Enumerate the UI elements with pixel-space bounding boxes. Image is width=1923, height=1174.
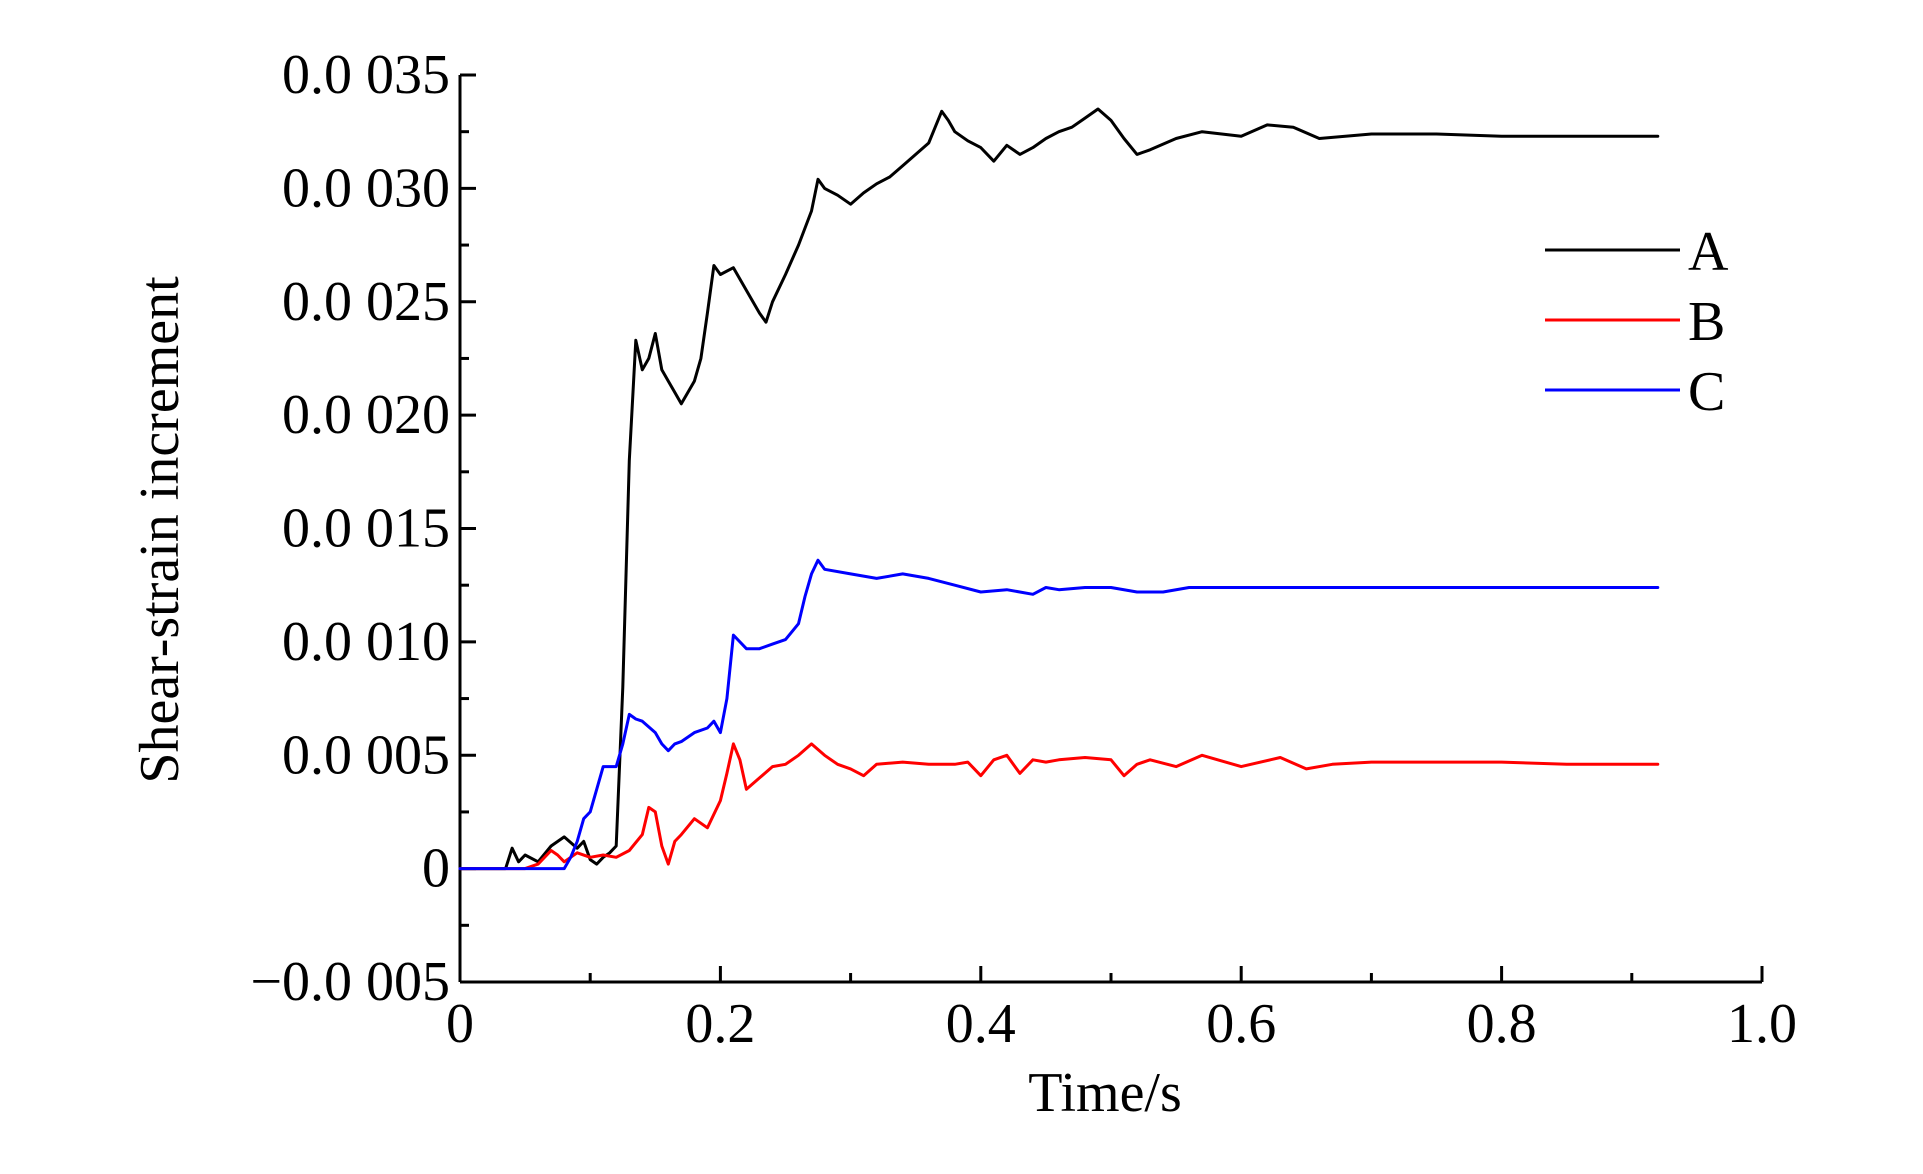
series-line-c <box>458 558 1660 871</box>
y-tick-label: 0 <box>422 838 450 900</box>
y-tick-label: 0.0 010 <box>282 611 450 673</box>
x-tick-label: 0 <box>446 993 474 1055</box>
series-lines <box>458 107 1660 871</box>
x-tick-label: 1.0 <box>1727 993 1797 1055</box>
y-tick-label: 0.0 015 <box>282 498 450 560</box>
y-tick-label: 0.0 005 <box>282 724 450 786</box>
series-line-b <box>458 742 1660 871</box>
x-tick-label: 0.6 <box>1206 993 1276 1055</box>
y-tick-label: 0.0 025 <box>282 271 450 333</box>
x-axis-title: Time/s <box>1028 1062 1182 1124</box>
y-tick-label: −0.0 005 <box>250 951 450 1013</box>
y-tick-label: 0.0 030 <box>282 157 450 219</box>
y-axis-title: Shear-strain increment <box>129 276 191 784</box>
series-line-a <box>458 107 1660 871</box>
legend: ABC <box>1545 221 1729 423</box>
legend-label-a: A <box>1688 221 1729 283</box>
x-axis-ticks: 0 0.2 0.4 0.6 0.8 1.0 <box>446 966 1797 1055</box>
legend-label-c: C <box>1688 361 1725 423</box>
legend-label-b: B <box>1688 291 1725 353</box>
x-tick-label: 0.4 <box>946 993 1016 1055</box>
x-tick-label: 0.8 <box>1467 993 1537 1055</box>
y-tick-label: 0.0 035 <box>282 44 450 106</box>
y-tick-label: 0.0 020 <box>282 384 450 446</box>
x-tick-label: 0.2 <box>685 993 755 1055</box>
plot-frame <box>458 75 1762 984</box>
y-axis-ticks: −0.0 005 0 0.0 005 0.0 010 0.0 015 0.0 020 0.0… <box>250 44 476 1013</box>
